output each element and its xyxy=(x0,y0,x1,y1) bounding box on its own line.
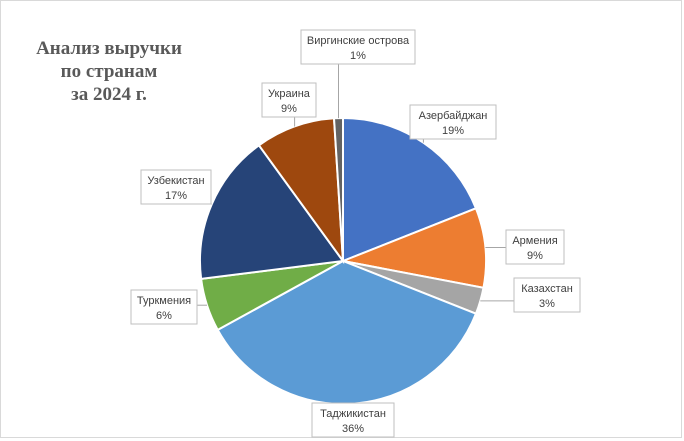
data-label-4: Туркмения 6% xyxy=(131,290,197,324)
slice-category-label: Казахстан xyxy=(521,283,573,295)
data-label-7: Виргинские острова 1% xyxy=(301,30,415,64)
slice-percent-label: 36% xyxy=(342,423,364,435)
slice-category-label: Узбекистан xyxy=(147,175,204,187)
data-label-6: Украина 9% xyxy=(262,83,316,117)
data-label-2: Казахстан 3% xyxy=(514,278,580,312)
slice-percent-label: 19% xyxy=(442,125,464,137)
slice-category-label: Армения xyxy=(512,235,557,247)
pie-slices xyxy=(200,118,486,404)
data-label-5: Узбекистан 17% xyxy=(141,170,211,204)
slice-percent-label: 6% xyxy=(156,310,172,322)
slice-percent-label: 17% xyxy=(165,190,187,202)
slice-category-label: Туркмения xyxy=(137,295,191,307)
data-label-0: Азербайджан 19% xyxy=(410,105,496,139)
slice-percent-label: 1% xyxy=(350,50,366,62)
data-label-3: Таджикистан 36% xyxy=(312,403,394,437)
slice-percent-label: 3% xyxy=(539,298,555,310)
slice-category-label: Таджикистан xyxy=(320,408,386,420)
slice-percent-label: 9% xyxy=(281,103,297,115)
slice-category-label: Виргинские острова xyxy=(307,35,410,47)
slice-category-label: Украина xyxy=(268,88,311,100)
slice-category-label: Азербайджан xyxy=(419,110,488,122)
data-label-1: Армения 9% xyxy=(506,230,564,264)
slice-percent-label: 9% xyxy=(527,250,543,262)
